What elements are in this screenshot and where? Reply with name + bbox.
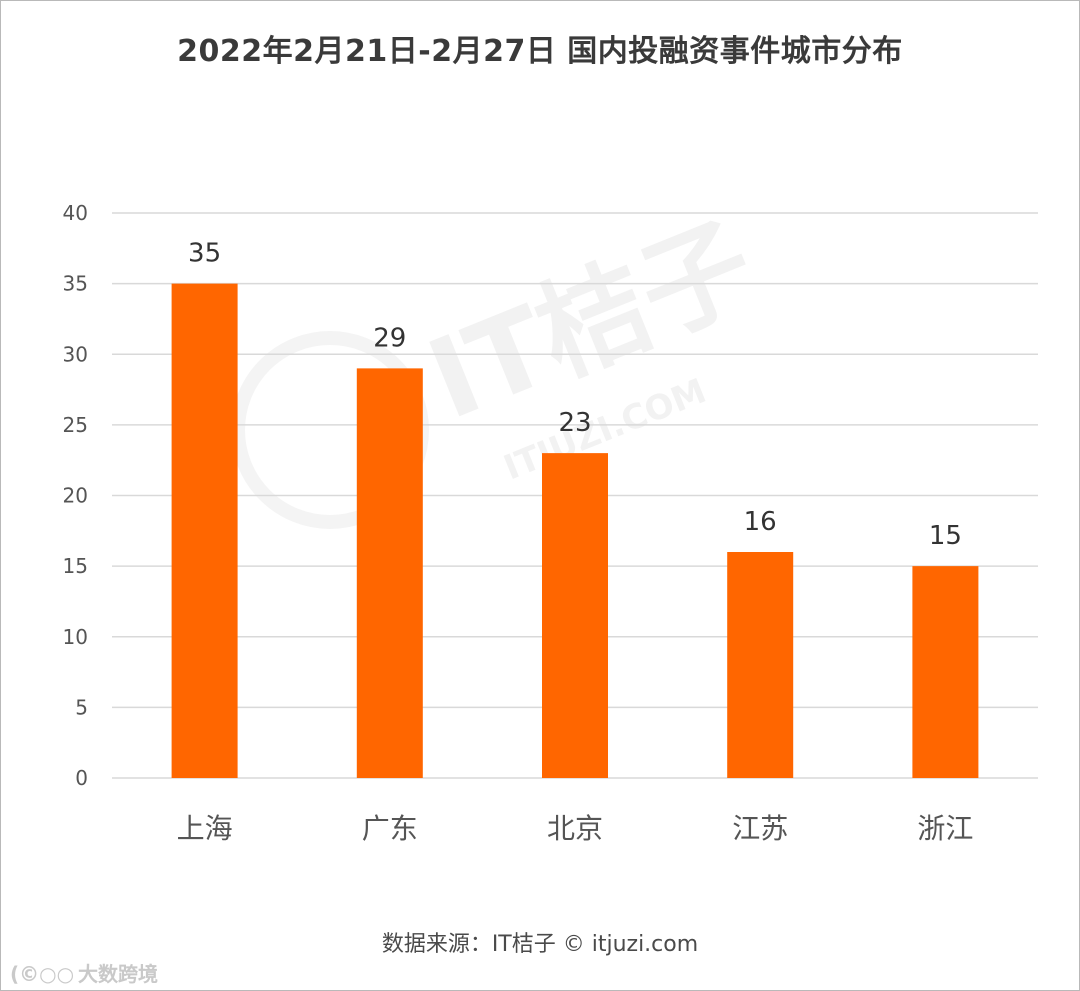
x-tick-label: 浙江 bbox=[917, 812, 973, 845]
y-tick-label: 15 bbox=[63, 554, 88, 578]
data-labels: 35 29 23 16 15 bbox=[188, 239, 962, 552]
y-axis-ticks: 0 5 10 15 20 25 30 35 40 bbox=[63, 201, 88, 790]
watermark: IT桔子 ITJUZI.COM bbox=[231, 200, 771, 529]
bar bbox=[542, 453, 608, 778]
data-label: 29 bbox=[373, 323, 406, 353]
bars bbox=[171, 283, 979, 778]
x-tick-label: 广东 bbox=[362, 812, 418, 845]
y-tick-label: 5 bbox=[75, 695, 88, 719]
bar bbox=[171, 283, 238, 778]
y-tick-label: 20 bbox=[63, 484, 88, 508]
data-label: 15 bbox=[929, 521, 962, 551]
corner-watermark: (©○○ 大数跨境 bbox=[10, 958, 158, 987]
corner-logo-icon: (©○○ bbox=[10, 962, 75, 986]
x-axis-labels: 上海 广东 北京 江苏 浙江 bbox=[177, 812, 974, 845]
bar bbox=[356, 368, 423, 778]
y-tick-label: 30 bbox=[63, 342, 88, 366]
data-label: 16 bbox=[744, 507, 777, 537]
y-tick-label: 10 bbox=[63, 625, 88, 649]
data-label: 35 bbox=[188, 239, 221, 269]
bar bbox=[727, 552, 794, 778]
y-tick-label: 0 bbox=[75, 766, 88, 790]
x-tick-label: 上海 bbox=[177, 812, 233, 845]
y-tick-label: 35 bbox=[63, 272, 88, 296]
data-label: 23 bbox=[558, 408, 591, 438]
x-tick-label: 北京 bbox=[547, 812, 603, 845]
y-tick-label: 25 bbox=[63, 413, 88, 437]
chart-title: 2022年2月21日-2月27日 国内投融资事件城市分布 bbox=[177, 34, 903, 69]
x-tick-label: 江苏 bbox=[732, 812, 788, 845]
y-tick-label: 40 bbox=[63, 201, 88, 225]
data-source: 数据来源：IT桔子 © itjuzi.com bbox=[381, 932, 699, 957]
bar bbox=[912, 566, 979, 778]
corner-watermark-text: 大数跨境 bbox=[78, 962, 159, 986]
